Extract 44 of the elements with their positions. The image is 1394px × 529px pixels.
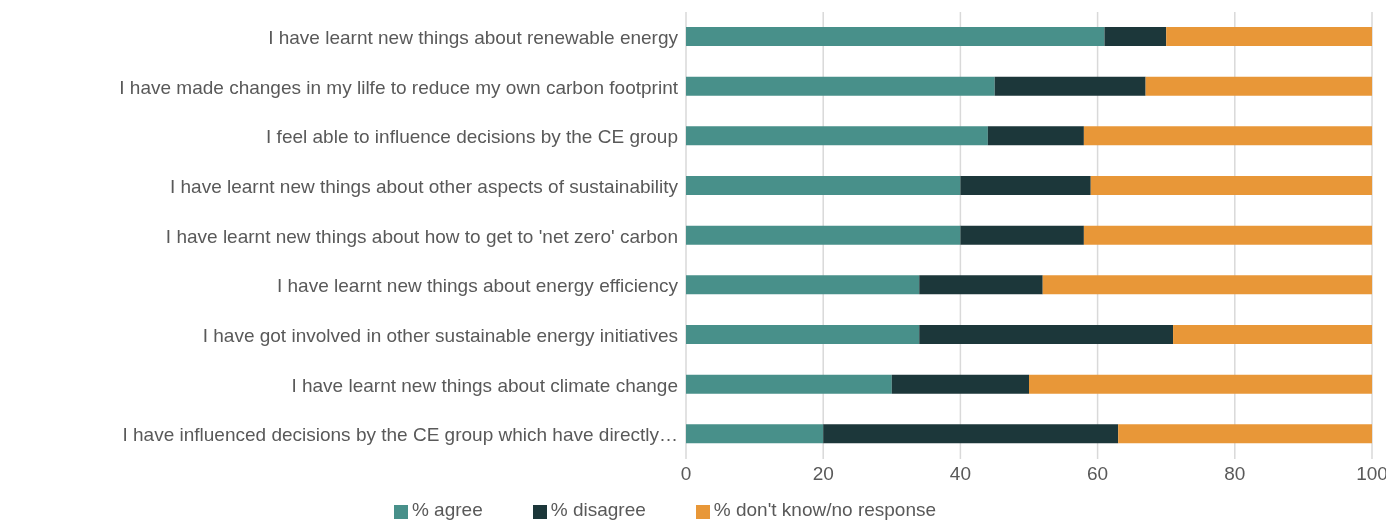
bar bbox=[960, 225, 1084, 245]
bar bbox=[823, 424, 1119, 444]
y-tick-label: I have got involved in other sustainable energy initiatives bbox=[202, 324, 678, 346]
legend-label: % agree bbox=[411, 499, 483, 520]
bar bbox=[686, 275, 920, 295]
bar bbox=[686, 27, 1105, 46]
bar bbox=[1173, 325, 1372, 344]
bar bbox=[686, 424, 824, 444]
x-tick-label: 40 bbox=[949, 463, 971, 485]
bar bbox=[1090, 176, 1372, 195]
bar bbox=[994, 76, 1146, 96]
bar bbox=[686, 325, 920, 344]
bar bbox=[686, 76, 995, 96]
y-tick-label: I have made changes in my lilfe to reduce my own carbon footprint bbox=[119, 76, 679, 98]
x-tick-label: 20 bbox=[812, 463, 834, 485]
bar bbox=[919, 275, 1043, 295]
bar bbox=[1083, 225, 1372, 245]
bar bbox=[891, 374, 1029, 394]
legend-label: % don't know/no response bbox=[713, 499, 937, 520]
bar bbox=[1042, 275, 1372, 295]
bar bbox=[1145, 76, 1372, 96]
x-tick-label: 80 bbox=[1224, 463, 1246, 485]
bar bbox=[686, 126, 988, 146]
x-tick-label: 0 bbox=[680, 463, 692, 485]
y-tick-label: I have learnt new things about renewable energy bbox=[268, 26, 679, 48]
y-tick-label: I have influenced decisions by the CE group which have directly… bbox=[122, 424, 678, 446]
legend-label: % disagree bbox=[550, 499, 646, 520]
bar bbox=[1029, 374, 1372, 394]
y-tick-label: I feel able to influence decisions by the CE group bbox=[266, 126, 678, 148]
y-tick-label: I have learnt new things about other aspects of sustainability bbox=[169, 175, 679, 197]
bar bbox=[1118, 424, 1372, 444]
y-tick-label: I have learnt new things about how to get to 'net zero' carbon bbox=[165, 225, 678, 247]
y-tick-label: I have learnt new things about energy efficiency bbox=[276, 275, 679, 297]
bar bbox=[686, 374, 892, 394]
bar bbox=[686, 176, 961, 195]
y-tick-label: I have learnt new things about climate change bbox=[291, 374, 678, 396]
bar bbox=[960, 176, 1091, 195]
bar bbox=[987, 126, 1084, 146]
bar bbox=[1104, 27, 1167, 46]
bar bbox=[1166, 27, 1372, 46]
bar bbox=[919, 325, 1174, 344]
x-tick-label: 60 bbox=[1087, 463, 1109, 485]
bar bbox=[1083, 126, 1372, 146]
bar bbox=[686, 225, 961, 245]
